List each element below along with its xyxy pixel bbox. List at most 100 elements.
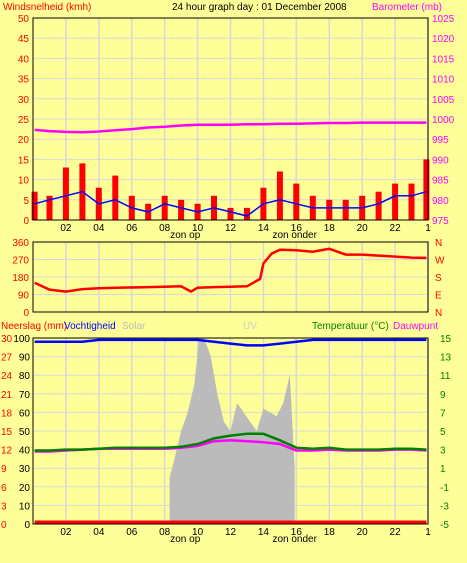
x-tick-label: 22 [390, 527, 402, 538]
x-tick-label: 10 [192, 527, 204, 538]
plot-frame [32, 337, 429, 525]
x-tick-label: 02 [60, 527, 72, 538]
x-tick-label: 18 [324, 223, 336, 234]
wind-tick-label: 5 [23, 196, 29, 207]
wind-tick-label: 15 [18, 155, 30, 166]
humidity-tick-label: 90 [19, 353, 31, 364]
sunrise-label: zon op [170, 230, 200, 241]
humidity-line [34, 338, 427, 347]
wind-gust-bar [293, 183, 300, 220]
wind-tick-label: 20 [18, 135, 30, 146]
x-tick-label: 16 [291, 223, 303, 234]
humidity-tick-label: 50 [19, 427, 31, 438]
wind-gust-bar [227, 207, 234, 220]
barometer-axis-label: Barometer (mb) [372, 2, 442, 13]
chart-title: 24 hour graph day : 01 December 2008 [172, 2, 347, 13]
sunset-label: zon onder [272, 534, 317, 545]
rain-tick-label: 9 [1, 464, 7, 475]
rain-tick-label: 0 [1, 520, 7, 531]
x-tick-label: 22 [390, 223, 402, 234]
wind-gust-bar [326, 199, 333, 220]
humidity-tick-label: 70 [19, 390, 31, 401]
x-tick-label: 06 [126, 223, 138, 234]
wind-tick-label: 45 [18, 34, 30, 45]
wind-gust-bar [31, 191, 38, 220]
x-tick-label: 20 [357, 527, 369, 538]
wind-gust-bar [62, 167, 69, 220]
humidity-tick-label: 30 [19, 464, 31, 475]
temperature-tick-label: 9 [440, 390, 446, 401]
direction-letter-label: W [435, 256, 445, 267]
wind-gust-bar [161, 195, 168, 220]
x-tick-label: 02 [60, 223, 72, 234]
solar-axis-label: Solar [122, 321, 146, 332]
temperature-tick-label: 1 [440, 464, 446, 475]
temperature-tick-label: -3 [440, 501, 449, 512]
temperature-tick-label: 13 [440, 353, 452, 364]
temperature-line [34, 432, 427, 452]
barometer-tick-label: 985 [432, 176, 449, 187]
humidity-tick-label: 0 [24, 520, 30, 531]
direction-tick-label: 360 [12, 238, 29, 249]
x-tick-label: 06 [126, 527, 138, 538]
direction-letter-label: N [435, 308, 442, 319]
dewpoint-axis-label: Dauwpunt [393, 321, 438, 332]
direction-letter-label: N [435, 238, 442, 249]
direction-tick-label: 90 [18, 291, 30, 302]
x-tick-label: 12 [225, 223, 237, 234]
x-tick-label: 18 [324, 527, 336, 538]
wind-gust-bar [408, 183, 415, 220]
x-tick-label: 1 [425, 527, 431, 538]
barometer-tick-label: 1010 [432, 75, 455, 86]
uv-axis-label: UV [243, 321, 257, 332]
wind-tick-label: 40 [18, 54, 30, 65]
temperature-tick-label: 11 [440, 371, 451, 382]
rain-axis-label: Neerslag (mm) [1, 321, 67, 332]
wind-tick-label: 0 [23, 216, 29, 227]
solar-area [169, 338, 295, 524]
wind-gust-bar [46, 195, 53, 220]
wind-gust-bar [392, 183, 399, 220]
wind-direction-line [34, 247, 427, 294]
barometer-line [34, 121, 427, 134]
wind-axis-label: Windsnelheid (kmh) [3, 2, 91, 13]
direction-tick-label: 180 [12, 273, 29, 284]
humidity-tick-label: 20 [19, 483, 31, 494]
temperature-tick-label: 15 [440, 334, 452, 345]
barometer-tick-label: 1000 [432, 115, 455, 126]
x-tick-label: 1 [425, 223, 431, 234]
wind-tick-label: 35 [18, 75, 30, 86]
barometer-tick-label: 1015 [432, 54, 455, 65]
humidity-tick-label: 100 [13, 334, 30, 345]
wind-barometer-panel: 0510152025303540455097598098599099510001… [18, 14, 455, 241]
wind-gust-bar [423, 159, 430, 220]
barometer-tick-label: 1025 [432, 14, 455, 25]
x-tick-label: 10 [192, 223, 204, 234]
wind-tick-label: 10 [18, 176, 30, 187]
barometer-tick-label: 975 [432, 216, 449, 227]
x-tick-label: 20 [357, 223, 369, 234]
barometer-tick-label: 990 [432, 155, 449, 166]
direction-letter-label: S [435, 273, 442, 284]
x-tick-label: 08 [159, 527, 171, 538]
rain-tick-label: 12 [1, 446, 13, 457]
temperature-tick-label: 3 [440, 446, 446, 457]
x-tick-label: 04 [93, 527, 105, 538]
wind-tick-label: 50 [18, 14, 30, 25]
rain-tick-label: 6 [1, 483, 7, 494]
temperature-tick-label: -1 [440, 483, 449, 494]
wind-gust-bar [342, 199, 349, 220]
x-tick-label: 14 [258, 223, 270, 234]
barometer-tick-label: 1020 [432, 34, 455, 45]
humidity-tick-label: 40 [19, 446, 31, 457]
humidity-tick-label: 10 [19, 501, 31, 512]
rain-tick-label: 3 [1, 501, 7, 512]
direction-tick-label: 0 [23, 308, 29, 319]
x-tick-label: 12 [225, 527, 237, 538]
x-tick-label: 14 [258, 527, 270, 538]
rain-tick-label: 18 [1, 408, 13, 419]
